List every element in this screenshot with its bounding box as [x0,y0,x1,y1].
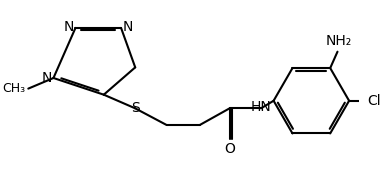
Text: CH₃: CH₃ [2,82,25,95]
Text: Cl: Cl [367,94,380,108]
Text: N: N [63,20,74,34]
Text: O: O [224,142,235,156]
Text: NH₂: NH₂ [325,34,352,48]
Text: N: N [41,70,52,85]
Text: HN: HN [251,100,271,114]
Text: N: N [123,20,133,34]
Text: S: S [131,101,139,115]
